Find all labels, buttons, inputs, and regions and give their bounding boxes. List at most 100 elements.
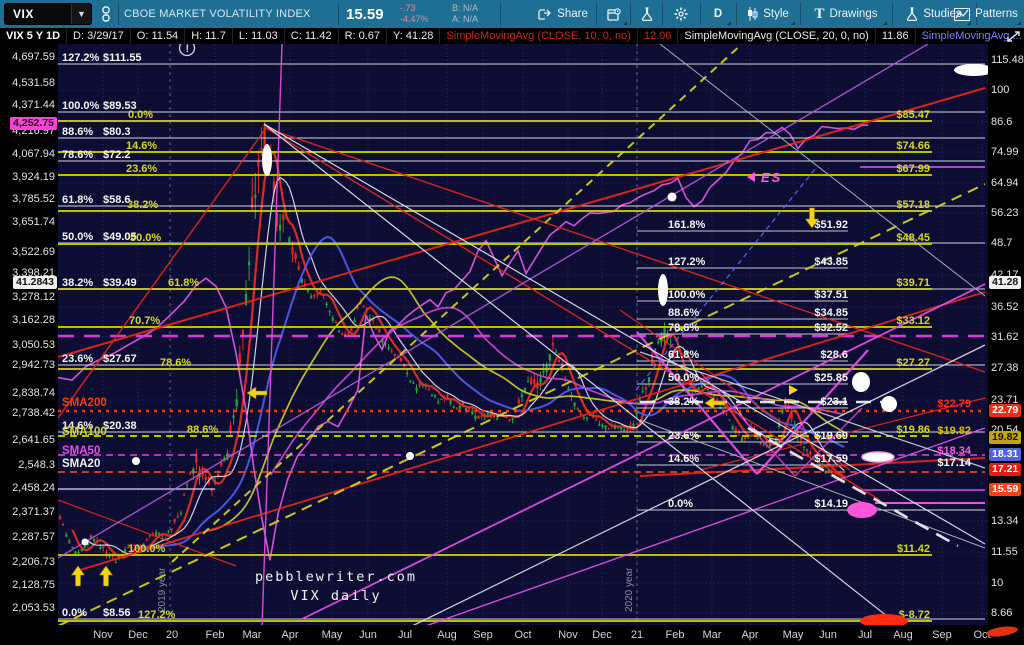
axis-month-label: Feb: [205, 629, 225, 641]
svg-text:$14.19: $14.19: [814, 498, 848, 510]
axis-price-label: 100: [991, 84, 1010, 96]
axis-price-label: 3,278.12: [12, 291, 55, 303]
last-price: 15.59: [346, 5, 384, 23]
gear-icon: [674, 7, 688, 21]
svg-text:88.6%: 88.6%: [187, 424, 218, 436]
timeframe-button[interactable]: D: [702, 0, 734, 28]
axis-month-label: Jun: [819, 629, 837, 641]
price-bubble: 4,252.75: [10, 117, 57, 130]
svg-text:$19.86: $19.86: [896, 424, 930, 436]
share-button[interactable]: Share: [532, 0, 594, 28]
drawings-button[interactable]: T Drawings: [802, 0, 890, 28]
svg-text:$72.2: $72.2: [103, 149, 131, 161]
chart-header-row: VIX 5 Y 1D D: 3/29/17 O: 11.54 H: 11.7 L: 11…: [0, 28, 1024, 44]
svg-text:88.6%: 88.6%: [668, 307, 699, 319]
drawings-T-icon: T: [814, 5, 825, 22]
svg-text:$51.92: $51.92: [814, 219, 848, 231]
patterns-button[interactable]: Patterns: [948, 0, 1024, 28]
svg-text:127.2%: 127.2%: [138, 609, 176, 621]
axis-price-label: 2,128.75: [12, 579, 55, 591]
right-price-axis[interactable]: 115.48 100 86.6 74.99 64.94 56.23 48.7 42.17 36.…: [988, 44, 1024, 625]
svg-text:$27.67: $27.67: [103, 353, 137, 365]
axis-price-label: 27.38: [991, 362, 1019, 374]
header-field: R: 0.67: [339, 28, 388, 44]
axis-price-label: 13.34: [991, 515, 1019, 527]
svg-text:50.0%: 50.0%: [62, 231, 93, 243]
svg-text:2019 year: 2019 year: [157, 567, 168, 612]
svg-text:100.0%: 100.0%: [128, 543, 166, 555]
svg-text:23.6%: 23.6%: [126, 163, 157, 175]
axis-price-label: 4,067.94: [12, 148, 55, 160]
style-button[interactable]: Style: [738, 0, 798, 28]
axis-price-label: 74.99: [991, 146, 1019, 158]
expand-chart-icon[interactable]: [1006, 29, 1022, 43]
svg-text:$80.3: $80.3: [103, 126, 131, 138]
axis-price-label: 10: [991, 577, 1004, 589]
axis-price-label: 48.7: [991, 237, 1013, 249]
axis-month-label: Aug: [893, 629, 913, 641]
axis-price-label: 56.23: [991, 207, 1019, 219]
header-field: SimpleMovingAvg (CLOSE, 20, 0, no): [678, 28, 876, 44]
studies-button[interactable]: Studies: [894, 0, 974, 28]
axis-price-label: 2,287.57: [12, 531, 55, 543]
svg-text:61.8%: 61.8%: [168, 277, 199, 289]
symbol-value: VIX: [13, 7, 34, 21]
header-field: O: 11.54: [131, 28, 186, 44]
axis-price-label: 2,838.74: [12, 387, 55, 399]
axis-price-label: 64.94: [991, 177, 1019, 189]
svg-text:$85.47: $85.47: [896, 109, 930, 121]
symbol-dropdown-button[interactable]: ▼: [71, 4, 91, 24]
price-bubble: 15.59: [989, 483, 1022, 496]
price-bubble: 41.28: [989, 276, 1022, 289]
axis-month-label: Sep: [473, 629, 493, 641]
axis-price-label: 2,641.65: [12, 434, 55, 446]
analyze-button[interactable]: [632, 0, 662, 28]
svg-text:$25.85: $25.85: [814, 372, 848, 384]
svg-text:SMA50: SMA50: [62, 445, 100, 457]
axis-month-label: Sep: [932, 629, 952, 641]
svg-text:$11.42: $11.42: [897, 543, 930, 555]
header-field: SimpleMovingAvg ...: [916, 28, 1024, 44]
svg-text:0.0%: 0.0%: [62, 607, 87, 619]
svg-text:78.6%: 78.6%: [62, 149, 93, 161]
svg-text:$18.34: $18.34: [937, 445, 972, 457]
svg-text:$74.66: $74.66: [896, 140, 930, 152]
header-field: 12.06: [638, 28, 679, 44]
svg-text:$39.71: $39.71: [896, 277, 930, 289]
price-bubble: 18.31: [989, 448, 1022, 461]
left-price-axis[interactable]: 4,697.59 4,531.58 4,371.44 4,216.97 4,067.94…: [0, 44, 58, 625]
price-bubble: 17.21: [989, 463, 1022, 476]
time-axis[interactable]: Nov Dec 20 Feb Mar Apr May Jun Jul Aug Sep Oct Nov De…: [0, 625, 1024, 645]
header-field: L: 11.03: [233, 28, 285, 44]
axis-month-label: Dec: [592, 629, 612, 641]
axis-price-label: 4,371.44: [12, 99, 55, 111]
svg-text:100.0%: 100.0%: [62, 100, 100, 112]
axis-price-label: 2,371.37: [12, 506, 55, 518]
svg-text:$39.49: $39.49: [103, 277, 137, 289]
axis-month-label: Jul: [397, 629, 413, 641]
svg-text:$17.59: $17.59: [814, 453, 848, 465]
settings-button[interactable]: [664, 0, 698, 28]
svg-text:$48.45: $48.45: [896, 232, 930, 244]
svg-text:$20.38: $20.38: [103, 420, 137, 432]
link-icon[interactable]: [94, 0, 118, 28]
svg-text:38.2%: 38.2%: [668, 396, 699, 408]
axis-price-label: 2,458.24: [12, 482, 55, 494]
svg-text:23.6%: 23.6%: [62, 353, 93, 365]
price-bubble: 19.82: [989, 431, 1022, 444]
axis-price-label: 115.48: [991, 54, 1024, 66]
svg-text:14.6%: 14.6%: [126, 140, 157, 152]
svg-text:2020 year: 2020 year: [624, 567, 635, 612]
svg-text:VIX daily: VIX daily: [290, 588, 381, 604]
axis-price-label: 86.6: [991, 116, 1013, 128]
svg-text:$37.51: $37.51: [814, 289, 848, 301]
calendar-events-button[interactable]: [598, 0, 630, 28]
axis-price-label: 3,162.28: [12, 314, 55, 326]
svg-text:38.2%: 38.2%: [62, 277, 93, 289]
symbol-input[interactable]: VIX ▼: [4, 3, 92, 25]
svg-text:78.6%: 78.6%: [160, 357, 191, 369]
axis-month-label: Mar: [242, 629, 262, 641]
svg-text:161.8%: 161.8%: [668, 219, 706, 231]
axis-month-label: 20: [165, 629, 179, 641]
